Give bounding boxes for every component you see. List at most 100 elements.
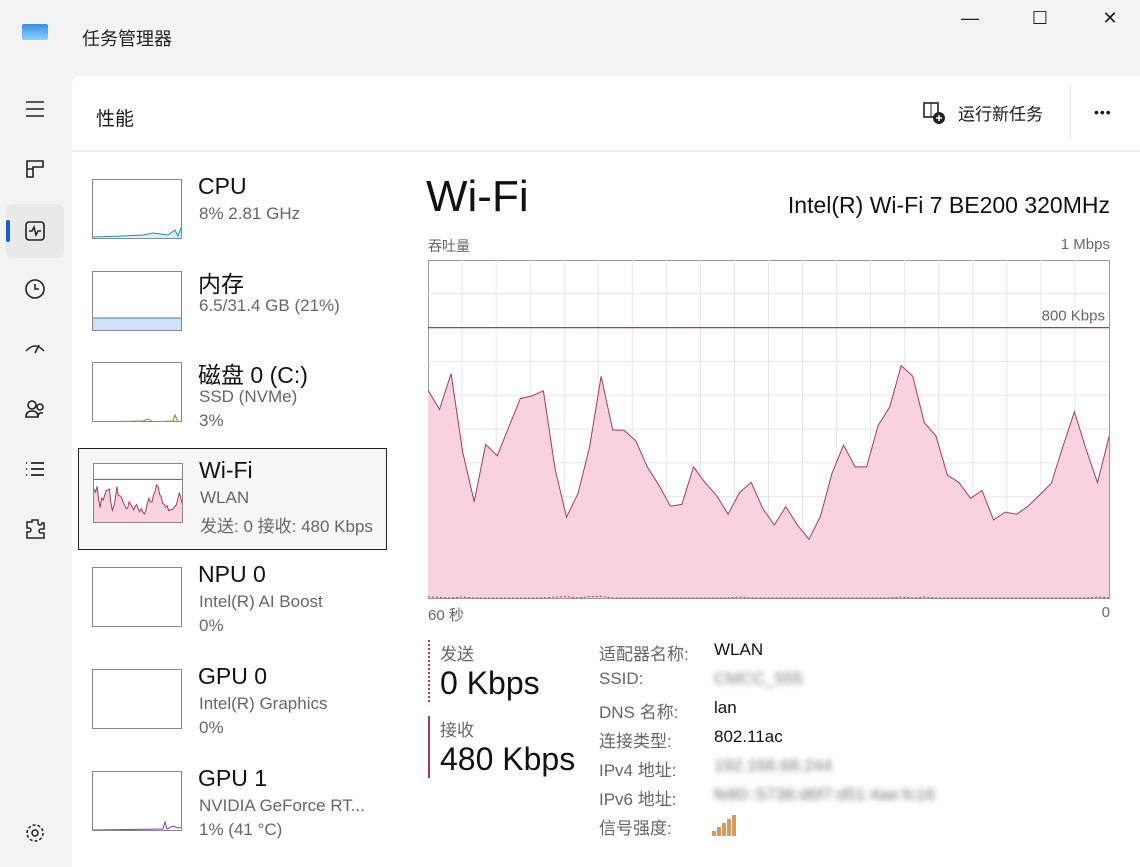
receive-label: 接收 (440, 721, 474, 740)
close-button[interactable]: ✕ (1102, 8, 1118, 28)
detail-value: lan (714, 698, 737, 717)
item-detail: Intel(R) Graphics (199, 694, 328, 713)
receive-stat: 接收 480 Kbps (428, 716, 575, 778)
detail-value: 192.168.68.244 (714, 756, 833, 775)
item-detail-2: 3% (199, 411, 224, 430)
sidebar-item-6[interactable]: GPU 1 NVIDIA GeForce RT... 1% (41 °C) (78, 757, 387, 859)
resource-title: Wi-Fi (426, 172, 529, 221)
nav-details[interactable] (6, 442, 64, 496)
send-stat: 发送 0 Kbps (428, 640, 540, 702)
mini-graph (92, 771, 182, 831)
nav-settings[interactable] (6, 806, 64, 860)
services-icon (26, 519, 45, 539)
item-name: Wi-Fi (199, 457, 253, 483)
maximize-button[interactable]: ☐ (1031, 8, 1049, 28)
detail-label: IPv4 地址: (599, 761, 677, 780)
signal-strength-icon (712, 815, 736, 836)
detail-value: 802.11ac (714, 727, 783, 746)
x-left-label: 60 秒 (428, 607, 464, 624)
performance-icon (25, 221, 45, 241)
signal-bar (722, 823, 726, 836)
settings-icon (26, 824, 44, 842)
run-task-icon (923, 101, 945, 124)
page-title: 性能 (96, 109, 135, 130)
processes-icon (26, 160, 44, 178)
y-max-label: 1 Mbps (1060, 236, 1110, 253)
mini-graph (93, 463, 183, 523)
detail-value: CMCC_555 (714, 669, 803, 688)
item-detail: SSD (NVMe) (199, 387, 298, 406)
mini-graph (92, 362, 182, 422)
header: 性能 运行新任务 ••• (72, 76, 1140, 152)
nav-performance[interactable] (6, 204, 64, 258)
item-detail: 6.5/31.4 GB (21%) (199, 296, 340, 315)
item-detail-2: 0% (199, 616, 224, 635)
sidebar-item-2[interactable]: 磁盘 0 (C:) SSD (NVMe) 3% (78, 348, 387, 450)
send-value: 0 Kbps (440, 665, 540, 701)
item-name: 内存 (198, 271, 244, 297)
signal-bar (732, 815, 736, 836)
menu-icon (26, 101, 44, 117)
detail-label: IPv6 地址: (599, 790, 677, 809)
detail-value: WLAN (714, 640, 764, 659)
sidebar-item-4[interactable]: NPU 0 Intel(R) AI Boost 0% (78, 553, 387, 655)
item-detail: Intel(R) AI Boost (199, 592, 323, 611)
detail-label: 连接类型: (599, 732, 672, 751)
detail-label: 适配器名称: (599, 645, 689, 664)
item-name: CPU (198, 173, 247, 199)
item-name: 磁盘 0 (C:) (198, 362, 308, 388)
history-icon (25, 279, 45, 299)
detail-value: fe80::5738:d6f7:d51:4ae:fc16 (714, 785, 936, 804)
minimize-button[interactable]: — (961, 8, 979, 28)
nav-users[interactable] (6, 382, 64, 436)
sidebar-item-3[interactable]: Wi-Fi WLAN 发送: 0 接收: 480 Kbps (78, 448, 387, 550)
detail-label: 信号强度: (599, 819, 672, 838)
nav-services[interactable] (6, 502, 64, 556)
receive-area (428, 365, 1109, 598)
selected-indicator (6, 220, 10, 242)
detail-label: DNS 名称: (599, 703, 679, 722)
signal-bar (712, 831, 716, 836)
run-task-label: 运行新任务 (958, 105, 1043, 124)
item-detail-2: 发送: 0 接收: 480 Kbps (200, 517, 373, 536)
sidebar-item-1[interactable]: 内存 6.5/31.4 GB (21%) (78, 257, 387, 359)
signal-bar (717, 827, 721, 836)
divider (1070, 86, 1071, 138)
y-axis-label: 吞吐量 (428, 238, 470, 254)
device-name: Intel(R) Wi-Fi 7 BE200 320MHz (787, 192, 1110, 218)
nav-menu[interactable] (6, 82, 64, 136)
item-detail-2: 1% (41 °C) (199, 820, 283, 839)
nav-history[interactable] (6, 262, 64, 316)
item-detail: NVIDIA GeForce RT... (199, 796, 365, 815)
receive-line (428, 364, 1110, 541)
signal-bar (727, 819, 731, 836)
mini-graph (92, 567, 182, 627)
nav-processes[interactable] (6, 142, 64, 196)
startup-icon (25, 344, 45, 354)
sidebar-item-5[interactable]: GPU 0 Intel(R) Graphics 0% (78, 655, 387, 757)
item-name: NPU 0 (198, 561, 266, 587)
item-detail: 8% 2.81 GHz (199, 204, 301, 223)
users-icon (25, 400, 44, 418)
item-name: GPU 0 (198, 663, 268, 689)
sidebar-item-0[interactable]: CPU 8% 2.81 GHz (78, 165, 387, 267)
throughput-chart: 800 Kbps (428, 260, 1110, 599)
send-line (428, 595, 1110, 599)
mini-graph (92, 669, 182, 729)
x-right-label: 0 (1101, 604, 1110, 621)
app-title: 任务管理器 (82, 29, 172, 49)
nav-startup[interactable] (6, 322, 64, 376)
mini-graph (92, 179, 182, 239)
reference-label: 800 Kbps (1042, 308, 1105, 325)
more-button[interactable]: ••• (1094, 104, 1112, 120)
app-logo-icon (22, 24, 48, 40)
item-name: GPU 1 (198, 765, 268, 791)
item-detail-2: 0% (199, 718, 224, 737)
receive-value: 480 Kbps (440, 741, 576, 777)
details-icon (26, 462, 44, 476)
send-label: 发送 (440, 645, 474, 664)
run-new-task-button[interactable]: 运行新任务 (922, 100, 1043, 125)
item-detail: WLAN (200, 488, 250, 507)
detail-label: SSID: (599, 669, 644, 688)
mini-graph (92, 271, 182, 331)
